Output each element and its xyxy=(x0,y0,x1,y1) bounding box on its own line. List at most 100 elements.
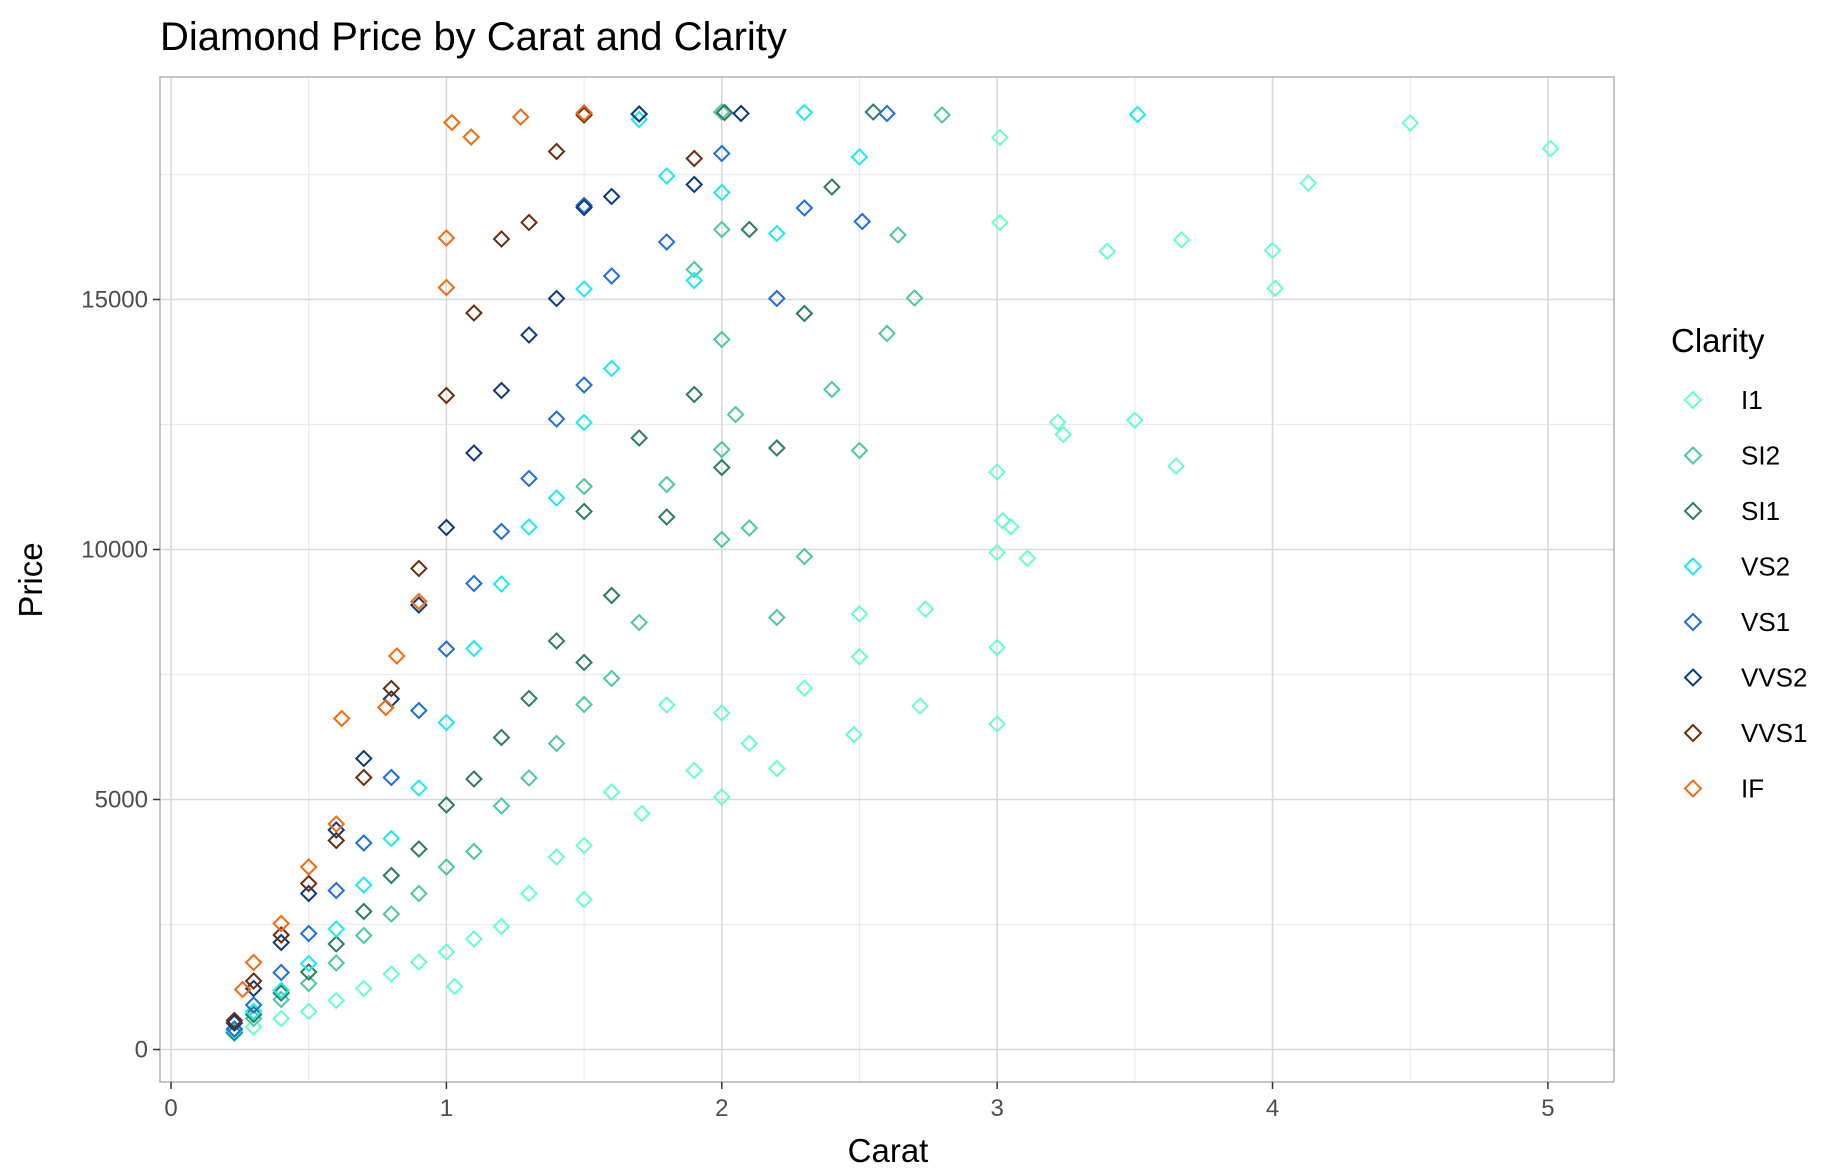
data-point xyxy=(272,933,291,952)
data-point xyxy=(602,669,621,688)
data-point xyxy=(409,884,428,903)
data-point xyxy=(602,586,621,605)
data-point xyxy=(990,128,1009,147)
data-point xyxy=(382,905,401,923)
data-point xyxy=(712,144,731,163)
data-point xyxy=(685,175,704,194)
data-point xyxy=(465,639,483,658)
data-point xyxy=(437,229,456,247)
data-point xyxy=(465,574,483,593)
data-point xyxy=(575,198,593,217)
data-point xyxy=(795,304,814,323)
data-point xyxy=(712,220,731,239)
data-point xyxy=(657,696,676,714)
data-point xyxy=(575,104,593,122)
data-point xyxy=(795,103,814,122)
data-point xyxy=(327,954,346,972)
data-point xyxy=(1401,114,1420,132)
data-point xyxy=(685,271,704,290)
data-point xyxy=(244,1018,263,1036)
data-point xyxy=(767,439,786,457)
data-point xyxy=(354,876,373,894)
data-point xyxy=(630,613,649,632)
data-point xyxy=(354,749,373,768)
data-point xyxy=(850,647,869,666)
data-point xyxy=(409,779,428,797)
data-point xyxy=(1263,241,1282,260)
data-point xyxy=(437,943,456,961)
data-point xyxy=(272,984,291,1002)
legend-key-diamond xyxy=(1683,723,1703,743)
data-point xyxy=(244,979,263,998)
data-point xyxy=(657,475,676,494)
series-vvs1 xyxy=(225,106,704,1030)
data-point xyxy=(993,511,1012,530)
data-point xyxy=(462,128,481,146)
x-tick-label: 5 xyxy=(1541,1095,1554,1122)
legend-item: VS1 xyxy=(1683,607,1790,637)
data-point xyxy=(244,953,263,972)
data-point xyxy=(272,990,291,1009)
data-point xyxy=(767,224,786,243)
data-point xyxy=(732,104,750,123)
data-point xyxy=(630,105,649,123)
chart-title: Diamond Price by Carat and Clarity xyxy=(160,15,787,59)
data-point xyxy=(382,768,401,787)
data-point xyxy=(575,502,593,521)
data-point xyxy=(878,104,896,123)
series-si1 xyxy=(225,103,883,1042)
data-point xyxy=(685,260,704,279)
data-point xyxy=(575,413,593,432)
data-point xyxy=(905,289,924,307)
data-point xyxy=(657,167,676,185)
legend-item: VS2 xyxy=(1683,552,1790,582)
legend: Clarity I1 SI2 SI1 VS2 VS1 VVS2 VVS1 IF xyxy=(1671,322,1808,804)
data-point xyxy=(272,1009,291,1028)
data-point xyxy=(327,821,346,839)
legend-key-diamond xyxy=(1683,612,1703,632)
data-point xyxy=(547,289,566,308)
data-point xyxy=(1299,174,1318,192)
data-point xyxy=(575,196,593,215)
data-points xyxy=(225,103,1560,1043)
data-point xyxy=(437,858,456,876)
data-point xyxy=(492,797,511,815)
y-tick-label: 0 xyxy=(135,1037,148,1064)
data-point xyxy=(1098,242,1117,261)
data-point xyxy=(864,103,883,121)
data-point xyxy=(712,183,731,202)
data-point xyxy=(853,212,872,231)
data-point xyxy=(712,704,731,722)
data-point xyxy=(492,381,511,400)
data-point xyxy=(437,386,456,405)
data-point xyxy=(823,178,841,196)
data-point xyxy=(354,926,373,945)
data-point xyxy=(244,996,263,1014)
data-point xyxy=(272,926,291,944)
series-vs1 xyxy=(225,104,896,1038)
data-point xyxy=(657,233,676,251)
data-point xyxy=(327,815,346,833)
data-point xyxy=(327,831,346,850)
data-point xyxy=(511,108,530,126)
data-point xyxy=(409,953,428,971)
data-point xyxy=(685,761,704,780)
data-point xyxy=(437,713,456,732)
data-point xyxy=(1125,411,1144,430)
y-tick-label: 10000 xyxy=(81,537,148,564)
data-point xyxy=(575,695,593,714)
data-point xyxy=(244,972,263,990)
legend-label: I1 xyxy=(1741,385,1763,415)
legend-key-diamond xyxy=(1683,501,1703,521)
y-axis-title: Price xyxy=(12,542,49,617)
data-point xyxy=(547,632,566,650)
data-point xyxy=(299,874,318,893)
legend-key-diamond xyxy=(1683,779,1703,798)
data-point xyxy=(272,914,291,933)
data-point xyxy=(272,963,291,982)
data-point xyxy=(575,106,593,124)
legend-key-diamond xyxy=(1683,668,1703,687)
data-point xyxy=(244,1002,263,1021)
